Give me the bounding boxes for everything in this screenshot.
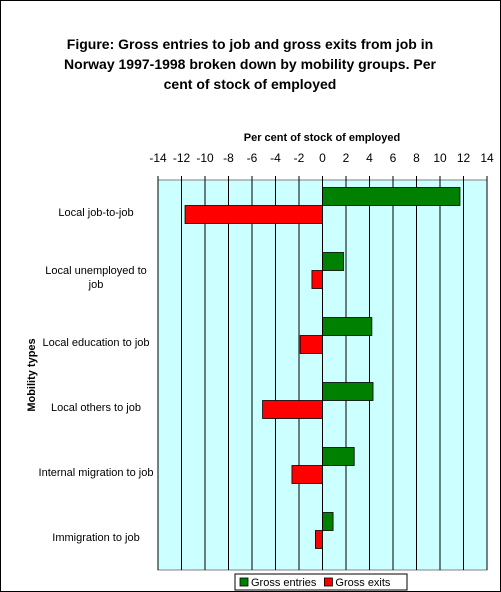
x-tick-label: -14	[149, 151, 167, 165]
y-tick-label: Immigration to job	[52, 531, 140, 544]
legend-swatch	[239, 577, 249, 587]
y-tick-label: Internal migration to job	[38, 466, 154, 479]
bar	[291, 465, 323, 484]
x-tick-label: 6	[390, 151, 397, 165]
bar	[299, 335, 323, 354]
legend-swatch	[324, 577, 333, 587]
bar	[262, 400, 323, 419]
legend-box	[234, 573, 408, 591]
category-box: Immigration to job	[52, 531, 140, 544]
x-tick-label: -10	[196, 151, 214, 165]
bar	[322, 512, 334, 531]
x-tick-label: -8	[223, 151, 234, 165]
bar	[315, 530, 323, 549]
x-tick-label: -2	[294, 151, 305, 165]
y-tick-label: Local unemployed to job	[45, 264, 147, 291]
x-tick-label: 14	[480, 151, 494, 165]
y-axis-title: Mobility types	[26, 338, 38, 411]
category-box: Local education to job	[42, 336, 150, 349]
title-box: Figure: Gross entries to job and gross e…	[64, 36, 436, 92]
x-tick-label: 2	[343, 151, 350, 165]
x-tick-label: 0	[319, 151, 326, 165]
category-box: Local job-to-job	[58, 206, 134, 219]
category-box: Internal migration to job	[38, 466, 154, 479]
bar	[322, 382, 374, 401]
legend-label: Gross entries	[251, 577, 317, 589]
x-tick-label: 10	[433, 151, 447, 165]
bar	[322, 447, 355, 466]
x-tick-label: 8	[413, 151, 420, 165]
x-tick-label: 12	[457, 151, 471, 165]
x-tick-label: -4	[270, 151, 281, 165]
x-tick-label: -6	[247, 151, 258, 165]
y-tick-label: Local job-to-job	[58, 206, 134, 219]
bar	[322, 187, 461, 206]
bar	[322, 252, 345, 271]
y-tick-label: Local others to job	[51, 401, 141, 414]
bar	[311, 270, 323, 289]
bar	[322, 317, 373, 336]
category-box: Local others to job	[51, 401, 141, 414]
x-tick-label: 4	[366, 151, 373, 165]
y-tick-label: Local education to job	[42, 336, 150, 349]
category-box: Local unemployed to job	[45, 264, 147, 291]
legend: Gross entries Gross exits	[234, 573, 408, 591]
legend-label: Gross exits	[335, 577, 391, 589]
x-tick-label: -12	[173, 151, 191, 165]
chart-title: Figure: Gross entries to job and gross e…	[64, 36, 436, 92]
x-axis-title: Per cent of stock of employed	[244, 132, 400, 144]
bar	[184, 205, 323, 224]
